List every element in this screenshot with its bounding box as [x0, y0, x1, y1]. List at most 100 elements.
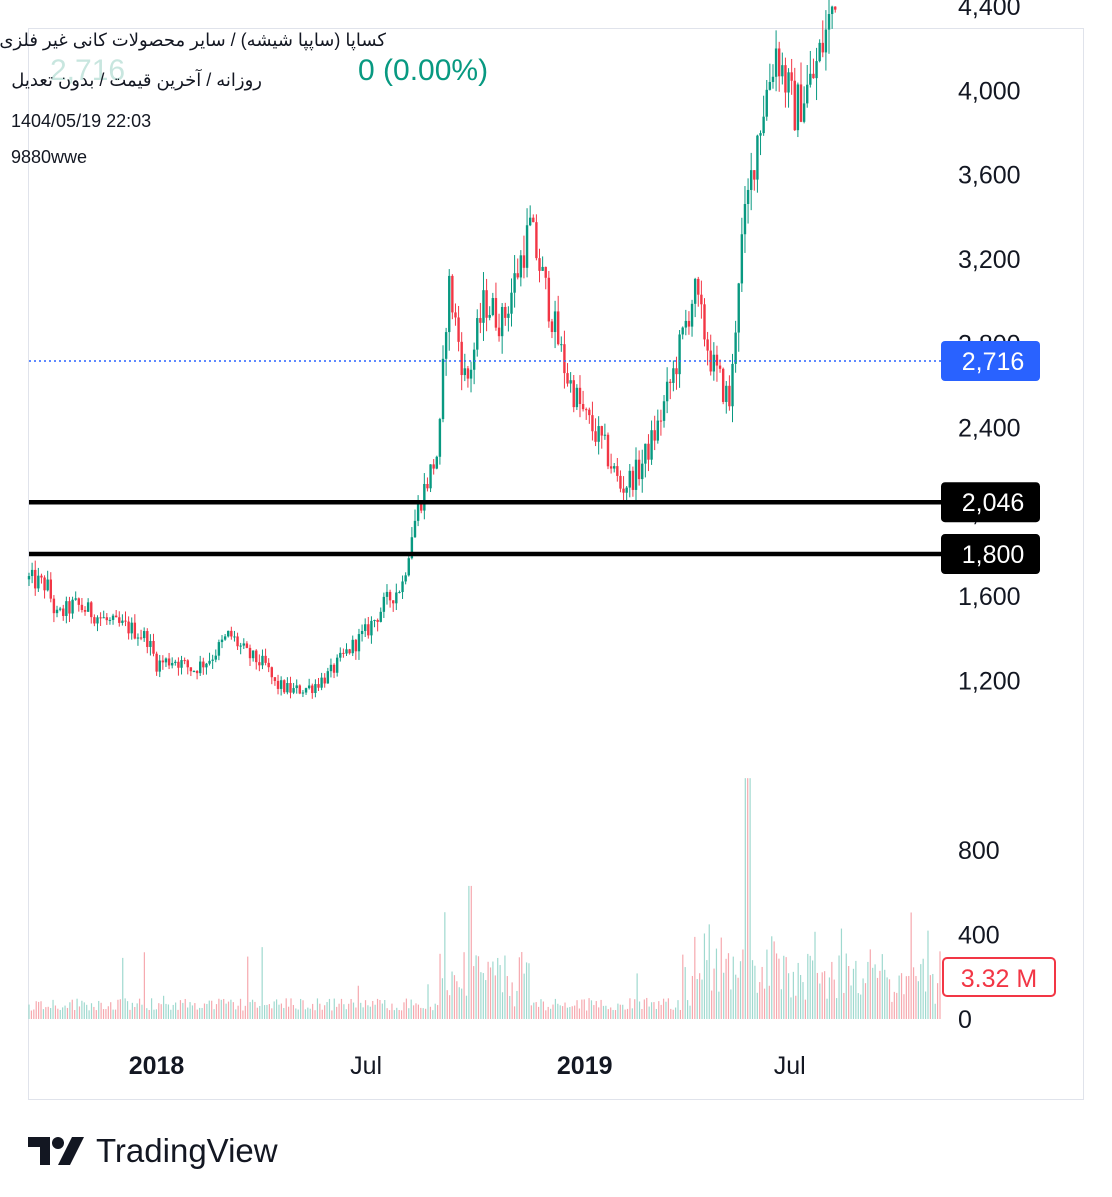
volume-bar	[864, 983, 867, 1019]
volume-bar	[787, 973, 790, 1019]
volume-bar	[872, 967, 874, 1019]
candle	[164, 657, 168, 668]
candle	[152, 633, 155, 657]
volume-bar	[292, 1005, 295, 1019]
volume-bar	[247, 956, 249, 1019]
volume-bar	[420, 1007, 422, 1019]
volume-bar	[874, 964, 876, 1019]
volume-bar	[939, 951, 941, 1019]
candle	[476, 309, 479, 357]
candle	[528, 205, 532, 227]
volume-bar	[804, 999, 806, 1019]
candle	[136, 633, 140, 646]
candle	[581, 390, 585, 412]
volume-bar	[367, 1005, 369, 1019]
volume-bar	[934, 1003, 936, 1019]
volume-bar	[711, 990, 713, 1019]
volume-bar	[451, 971, 453, 1019]
volume-bar	[646, 997, 648, 1019]
volume-bar	[78, 1006, 81, 1019]
candle	[793, 67, 796, 131]
volume-bar	[175, 1002, 177, 1019]
candle	[227, 630, 230, 638]
candle	[214, 649, 217, 663]
volume-bar	[917, 981, 919, 1019]
candle	[342, 648, 345, 658]
candle	[40, 573, 43, 584]
candle	[34, 560, 37, 596]
volume-bar	[588, 998, 590, 1019]
volume-bar	[400, 1010, 403, 1019]
volume-bar	[35, 1001, 37, 1019]
volume-bar	[684, 967, 686, 1019]
volume-bar	[653, 1002, 655, 1019]
volume-bar	[612, 1009, 614, 1019]
volume-bar	[143, 952, 145, 1019]
candle	[258, 654, 261, 672]
candle	[367, 616, 370, 639]
volume-bar	[196, 1009, 198, 1019]
volume-bar	[340, 998, 343, 1019]
candle	[494, 282, 498, 331]
candle	[279, 676, 283, 696]
candle	[600, 425, 603, 449]
volume-bar	[648, 1006, 650, 1019]
volume-bar	[523, 973, 525, 1019]
candle	[756, 134, 759, 193]
price-tick-label: 4,400	[958, 0, 1021, 21]
candle	[142, 627, 146, 642]
volume-tick-label: 800	[958, 837, 1000, 865]
volume-bar	[857, 993, 859, 1019]
candle	[58, 606, 62, 612]
volume-bar	[614, 1010, 617, 1019]
horizontal-line-badge: 2,046	[941, 482, 1040, 523]
candle	[697, 276, 700, 307]
candle	[743, 186, 747, 253]
volume-bar	[521, 952, 523, 1019]
candle	[314, 679, 317, 698]
candle	[585, 407, 588, 420]
volume-bar	[809, 955, 811, 1019]
volume-bar	[677, 1000, 679, 1019]
candle	[781, 52, 784, 85]
svg-text:2,716: 2,716	[962, 348, 1025, 376]
time-axis[interactable]: 2018 Jul 2019 Jul	[129, 1052, 806, 1080]
volume-bar	[449, 995, 451, 1019]
volume-bar	[725, 958, 727, 1019]
horizontal-lines[interactable]	[29, 499, 941, 557]
volume-bar	[749, 778, 751, 1019]
volume-bar	[429, 1006, 432, 1019]
volume-bar	[100, 1002, 102, 1019]
volume-bar	[393, 1010, 395, 1019]
candle	[690, 299, 694, 337]
volume-bar	[203, 1003, 206, 1019]
volume-bar	[114, 1009, 117, 1019]
volume-bar	[242, 1010, 244, 1019]
volume-bar	[812, 960, 814, 1019]
candle	[170, 657, 174, 669]
candle	[192, 670, 196, 673]
volume-bar	[492, 961, 494, 1019]
candle	[345, 643, 348, 656]
volume-bar	[309, 1008, 311, 1019]
volume-bar	[876, 977, 879, 1019]
volume-bar	[682, 954, 684, 1019]
candle	[80, 598, 84, 613]
candle	[659, 409, 663, 436]
candle	[102, 610, 105, 619]
volume-bar	[737, 977, 739, 1019]
candle	[429, 464, 432, 493]
candle	[251, 650, 255, 662]
volume-bar	[569, 1007, 571, 1019]
volume-bar	[117, 999, 119, 1019]
volume-bar	[425, 1008, 427, 1019]
candle	[37, 567, 40, 592]
candle	[27, 572, 31, 587]
candle	[734, 320, 737, 373]
volume-bar	[475, 955, 477, 1019]
volume-bar	[605, 1005, 607, 1019]
tradingview-logo[interactable]: TradingView	[28, 1132, 278, 1170]
volume-bar	[574, 1005, 576, 1019]
candle	[500, 303, 504, 354]
